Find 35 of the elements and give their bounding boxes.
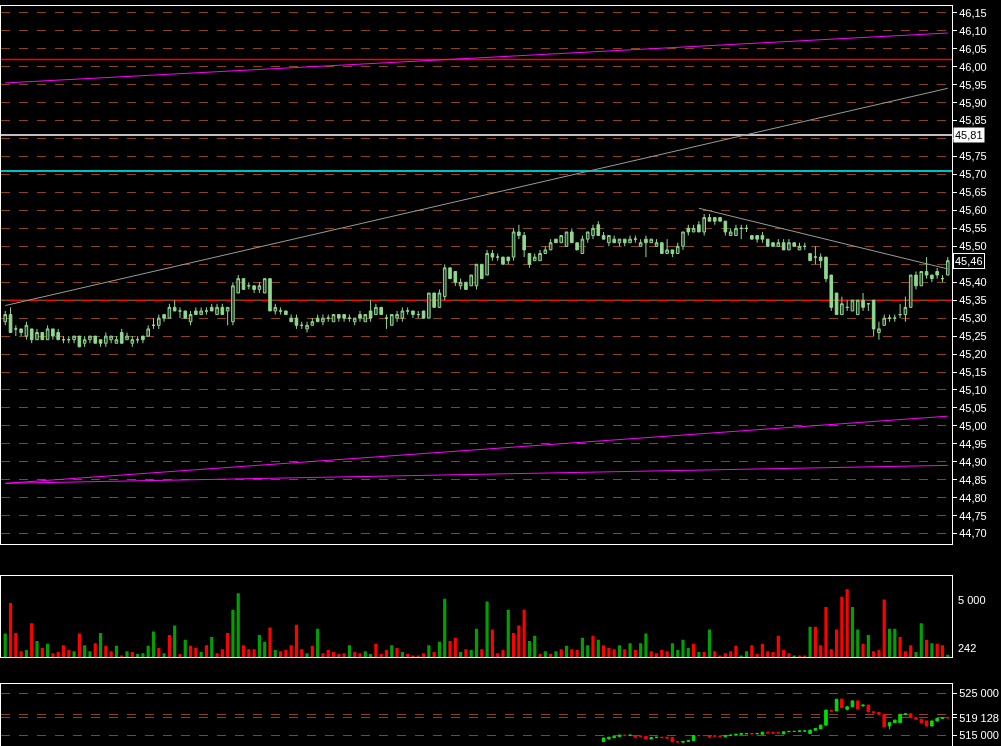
text: 5 000 xyxy=(958,594,986,606)
y-tick-label: 45,20 xyxy=(959,347,987,360)
y-tick-label: 525 000 xyxy=(959,687,999,700)
text: 242 xyxy=(958,642,977,654)
y-tick-label: 519 128 xyxy=(959,711,999,724)
y-tick-label: 45,40 xyxy=(959,276,987,289)
y-tick-label: 45,15 xyxy=(959,365,987,378)
y-tick-label: 45,30 xyxy=(959,311,987,324)
y-tick-label: 46,10 xyxy=(959,24,987,37)
y-tick-label: 45,55 xyxy=(959,222,987,235)
y-tick-label: 44,80 xyxy=(959,491,987,504)
y-tick-label: 45,60 xyxy=(959,204,987,217)
y-tick-label: 45,85 xyxy=(959,114,987,127)
y-tick-label: 45,90 xyxy=(959,96,987,109)
y-tick-label: 45,00 xyxy=(959,419,987,432)
y-tick-label: 44,95 xyxy=(959,437,987,450)
y-tick-label: 45,65 xyxy=(959,186,987,199)
y-tick-label: 45,70 xyxy=(959,168,987,181)
y-tick-label: 45,95 xyxy=(959,78,987,91)
ref-line-label: 45,81 xyxy=(955,129,983,141)
y-tick-label: 44,85 xyxy=(959,473,987,486)
y-tick-label: 46,00 xyxy=(959,60,987,73)
y-tick-label: 44,70 xyxy=(959,527,987,540)
y-tick-label: 46,15 xyxy=(959,6,987,19)
y-tick-label: 44,75 xyxy=(959,509,987,522)
y-tick-label: 44,90 xyxy=(959,455,987,468)
y-tick-label: 45,50 xyxy=(959,240,987,253)
y-tick-label: 515 000 xyxy=(959,729,999,741)
y-tick-label: 45,75 xyxy=(959,150,987,163)
y-tick-label: 45,25 xyxy=(959,329,987,342)
y-tick-label: 45,05 xyxy=(959,401,987,414)
annotation: 45,46 xyxy=(955,255,983,267)
y-tick-label: 45,10 xyxy=(959,383,987,396)
y-tick-label: 46,05 xyxy=(959,42,987,55)
y-tick-label: 45,35 xyxy=(959,294,987,307)
